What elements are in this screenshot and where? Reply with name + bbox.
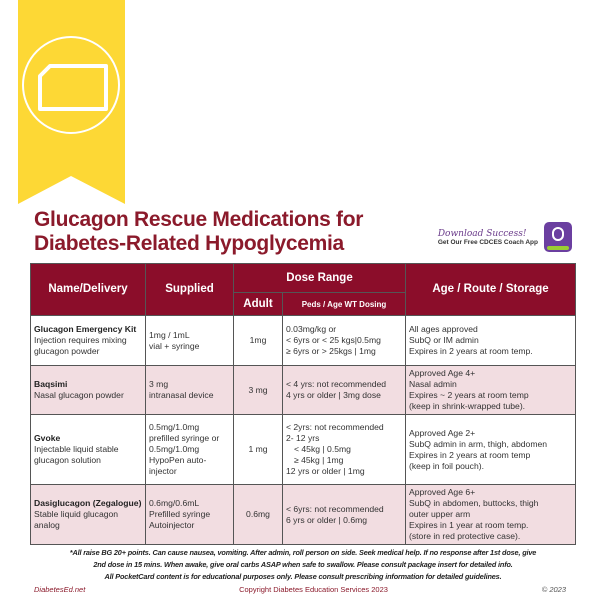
- cell-line: 0.03mg/kg or: [286, 324, 337, 334]
- cell-line: 0.5mg/1.0mg: [149, 422, 200, 432]
- drug-name: Baqsimi: [34, 379, 68, 389]
- cell-line: 0.6mg/0.6mL: [149, 498, 200, 508]
- cell-line: SubQ in abdomen, buttocks, thigh: [409, 498, 539, 508]
- footnote-line: *All raise BG 20+ points. Can cause naus…: [69, 548, 537, 557]
- cell-name: Dasiglucagon (Zegalogue) Stable liquid gl…: [30, 484, 146, 545]
- table-row: Baqsimi Nasal glucagon powder 3 mg intranas…: [30, 365, 576, 415]
- drug-name: Gvoke: [34, 433, 61, 443]
- cell-peds: < 2yrs: not recommended 2- 12 yrs < 45kg |…: [282, 414, 406, 485]
- cell-line: SubQ admin in arm, thigh, abdomen: [409, 438, 548, 449]
- header-dose-range: Dose Range: [233, 263, 406, 293]
- cell-age: Approved Age 6+ SubQ in abdomen, buttocks…: [405, 484, 576, 545]
- table-row: Dasiglucagon (Zegalogue) Stable liquid gl…: [30, 484, 576, 545]
- cell-line: Approved Age 6+: [409, 487, 476, 497]
- copyright-year: © 2023: [541, 585, 566, 594]
- cell-line: Autoinjector: [149, 520, 195, 530]
- document-icon: [22, 36, 120, 134]
- drug-description: Injection requires mixing glucagon powde…: [34, 335, 127, 356]
- cell-line: intranasal device: [149, 390, 214, 400]
- cell-line: SubQ or IM admin: [409, 335, 479, 345]
- drug-description: Stable liquid glucagon analog: [34, 509, 119, 530]
- header-supplied: Supplied: [145, 263, 234, 316]
- cell-line: 12 yrs or older | 1mg: [286, 466, 365, 476]
- title-line-2: Diabetes-Related Hypoglycemia: [34, 232, 344, 255]
- cell-age: Approved Age 4+ Nasal admin Expires ~ 2 ye…: [405, 365, 576, 415]
- cell-line: prefilled syringe or: [149, 433, 220, 443]
- cell-line: outer upper arm: [409, 509, 471, 519]
- cell-line: Expires in 2 years at room temp: [409, 449, 531, 460]
- table-row: Glucagon Emergency Kit Injection requires…: [30, 315, 576, 366]
- cell-peds: < 4 yrs: not recommended 4 yrs or older |…: [282, 365, 406, 415]
- header-age: Age / Route / Storage: [405, 263, 576, 316]
- footnote-line: All PocketCard content is for educationa…: [104, 572, 502, 581]
- cell-line: Expires in 1 year at room temp.: [409, 520, 529, 530]
- cell-line: < 45kg | 0.5mg: [294, 444, 351, 454]
- cell-adult: 1mg: [233, 315, 283, 366]
- cell-line: ≥ 6yrs or > 25kgs | 1mg: [286, 346, 376, 356]
- cell-supplied: 3 mg intranasal device: [145, 365, 234, 415]
- cell-line: injector: [149, 466, 177, 476]
- title-line-1: Glucagon Rescue Medications for: [34, 208, 364, 231]
- cell-line: (keep in foil pouch).: [409, 460, 484, 471]
- cell-adult: 1 mg: [233, 414, 283, 485]
- drug-description: Injectable liquid stable glucagon soluti…: [34, 444, 119, 465]
- cell-line: < 6yrs: not recommended: [286, 503, 384, 514]
- cell-supplied: 0.6mg/0.6mL Prefilled syringe Autoinjector: [145, 484, 234, 545]
- cell-name: Baqsimi Nasal glucagon powder: [30, 365, 146, 415]
- cell-line: All ages approved: [409, 324, 478, 334]
- cell-name: Glucagon Emergency Kit Injection requires…: [30, 315, 146, 366]
- cell-line: 4 yrs or older | 3mg dose: [286, 390, 381, 400]
- bookmark-banner: [18, 0, 125, 204]
- header-peds: Peds / Age WT Dosing: [282, 292, 406, 316]
- footnote: *All raise BG 20+ points. Can cause naus…: [16, 547, 590, 583]
- cell-adult: 3 mg: [233, 365, 283, 415]
- content-flow: Name/Delivery Supplied Dose Range Age / …: [30, 263, 576, 595]
- cell-adult: 0.6mg: [233, 484, 283, 545]
- cell-line: 3 mg: [149, 379, 169, 389]
- cell-supplied: 0.5mg/1.0mg prefilled syringe or 0.5mg/1.0…: [145, 414, 234, 485]
- cell-line: 0.5mg/1.0mg: [149, 444, 200, 454]
- cell-line: 1mg / 1mL: [149, 329, 190, 340]
- cell-peds: 0.03mg/kg or < 6yrs or < 25 kgs|0.5mg ≥ 6y…: [282, 315, 406, 366]
- app-promo-group: Download Success! Get Our Free CDCES Coa…: [438, 222, 572, 252]
- cell-line: Nasal admin: [409, 379, 457, 389]
- page-title: Glucagon Rescue Medications for Diabetes…: [34, 208, 363, 256]
- cell-peds: < 6yrs: not recommended 6 yrs or older | …: [282, 484, 406, 545]
- cell-line: Prefilled syringe: [149, 509, 211, 519]
- cell-line: < 2yrs: not recommended: [286, 422, 384, 432]
- cell-line: Approved Age 2+: [409, 427, 476, 438]
- cell-line: Approved Age 4+: [409, 368, 476, 378]
- site-link[interactable]: DiabetesEd.net: [34, 585, 86, 594]
- promo-subline: Get Our Free CDCES Coach App: [437, 238, 538, 246]
- cell-line: < 4 yrs: not recommended: [286, 379, 387, 389]
- drug-name: Glucagon Emergency Kit: [34, 324, 137, 334]
- cell-line: Expires in 2 years at room temp.: [409, 346, 533, 356]
- cell-line: 6 yrs or older | 0.6mg: [286, 514, 368, 525]
- cell-line: (keep in shrink-wrapped tube).: [409, 401, 526, 411]
- medication-table: Name/Delivery Supplied Dose Range Age / …: [30, 263, 576, 545]
- page-footer: DiabetesEd.net Copyright Diabetes Educat…: [34, 585, 566, 595]
- cell-line: Expires ~ 2 years at room temp: [409, 390, 529, 400]
- cdces-coach-app-icon[interactable]: [544, 222, 572, 252]
- footnote-line: 2nd dose in 15 mins. When awake, give or…: [93, 560, 513, 569]
- drug-description: Nasal glucagon powder: [34, 390, 124, 400]
- app-promo[interactable]: Download Success! Get Our Free CDCES Coa…: [438, 229, 538, 246]
- cell-age: All ages approved SubQ or IM admin Expires…: [405, 315, 576, 366]
- header-adult: Adult: [233, 292, 283, 316]
- cell-age: Approved Age 2+ SubQ admin in arm, thigh,…: [405, 414, 576, 485]
- cell-line: < 6yrs or < 25 kgs|0.5mg: [286, 335, 381, 345]
- cell-line: HypoPen auto-: [149, 455, 207, 465]
- cell-line: vial + syringe: [149, 340, 200, 351]
- table-row: Gvoke Injectable liquid stable glucagon s…: [30, 414, 576, 485]
- header-name: Name/Delivery: [30, 263, 146, 316]
- copyright: Copyright Diabetes Education Services 20…: [239, 585, 388, 594]
- drug-name: Dasiglucagon (Zegalogue): [34, 498, 142, 508]
- cell-supplied: 1mg / 1mL vial + syringe: [145, 315, 234, 366]
- cell-line: ≥ 45kg | 1mg: [294, 455, 344, 465]
- promo-headline: Download Success!: [437, 228, 527, 239]
- cell-name: Gvoke Injectable liquid stable glucagon s…: [30, 414, 146, 485]
- cell-line: (store in red protective case).: [409, 531, 521, 541]
- cell-line: 2- 12 yrs: [286, 433, 320, 443]
